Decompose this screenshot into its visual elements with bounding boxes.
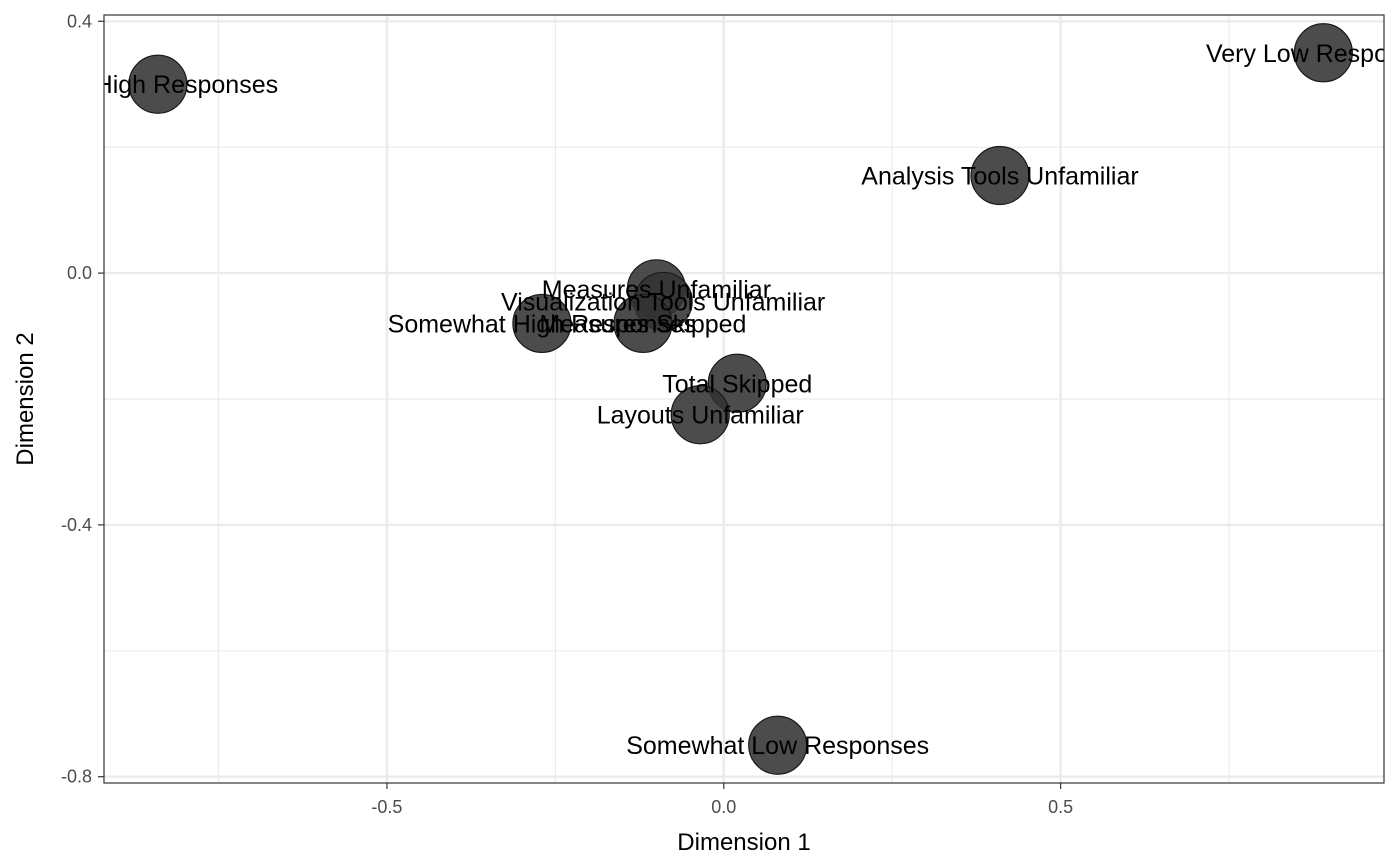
- x-tick-label: 0.0: [711, 797, 736, 817]
- x-tick-label: 0.5: [1048, 797, 1073, 817]
- point-label: Visualization Tools Unfamiliar: [501, 288, 825, 316]
- point-label: Measures Skipped: [539, 310, 746, 338]
- point-label: Analysis Tools Unfamiliar: [861, 163, 1138, 191]
- data-point: [748, 715, 808, 775]
- point-label: Very High Responses: [38, 71, 278, 99]
- panel-border: [103, 14, 1385, 784]
- x-tick-label: -0.5: [371, 797, 402, 817]
- y-tick-label: 0.0: [67, 263, 92, 283]
- grid-major: [104, 15, 1384, 783]
- point-label: Layouts Unfamiliar: [597, 402, 804, 430]
- point-label: Measures Unfamiliar: [542, 276, 771, 304]
- points-layer: Very High Responses Very Low Responses Ana…: [38, 23, 1400, 775]
- point-label: Somewhat Low Responses: [626, 732, 929, 760]
- x-axis-title: Dimension 1: [677, 829, 810, 856]
- y-tick-label: -0.4: [61, 515, 92, 535]
- y-tick-label: -0.8: [61, 767, 92, 787]
- point-label: Somewhat High Responses: [388, 310, 697, 338]
- data-point: [670, 385, 730, 445]
- data-point: [1293, 23, 1353, 83]
- point-label: Very Low Responses: [1206, 40, 1400, 68]
- y-axis: 0.4 0.0 -0.4 -0.8: [61, 11, 104, 787]
- y-tick-label: 0.4: [67, 11, 92, 31]
- point-label: Total Skipped: [662, 370, 812, 398]
- y-axis-title: Dimension 2: [12, 332, 39, 465]
- data-point: [613, 293, 673, 354]
- data-point: [512, 293, 572, 354]
- data-point: [128, 54, 188, 114]
- data-point: [970, 145, 1030, 206]
- x-axis: -0.5 0.0 0.5: [371, 783, 1073, 817]
